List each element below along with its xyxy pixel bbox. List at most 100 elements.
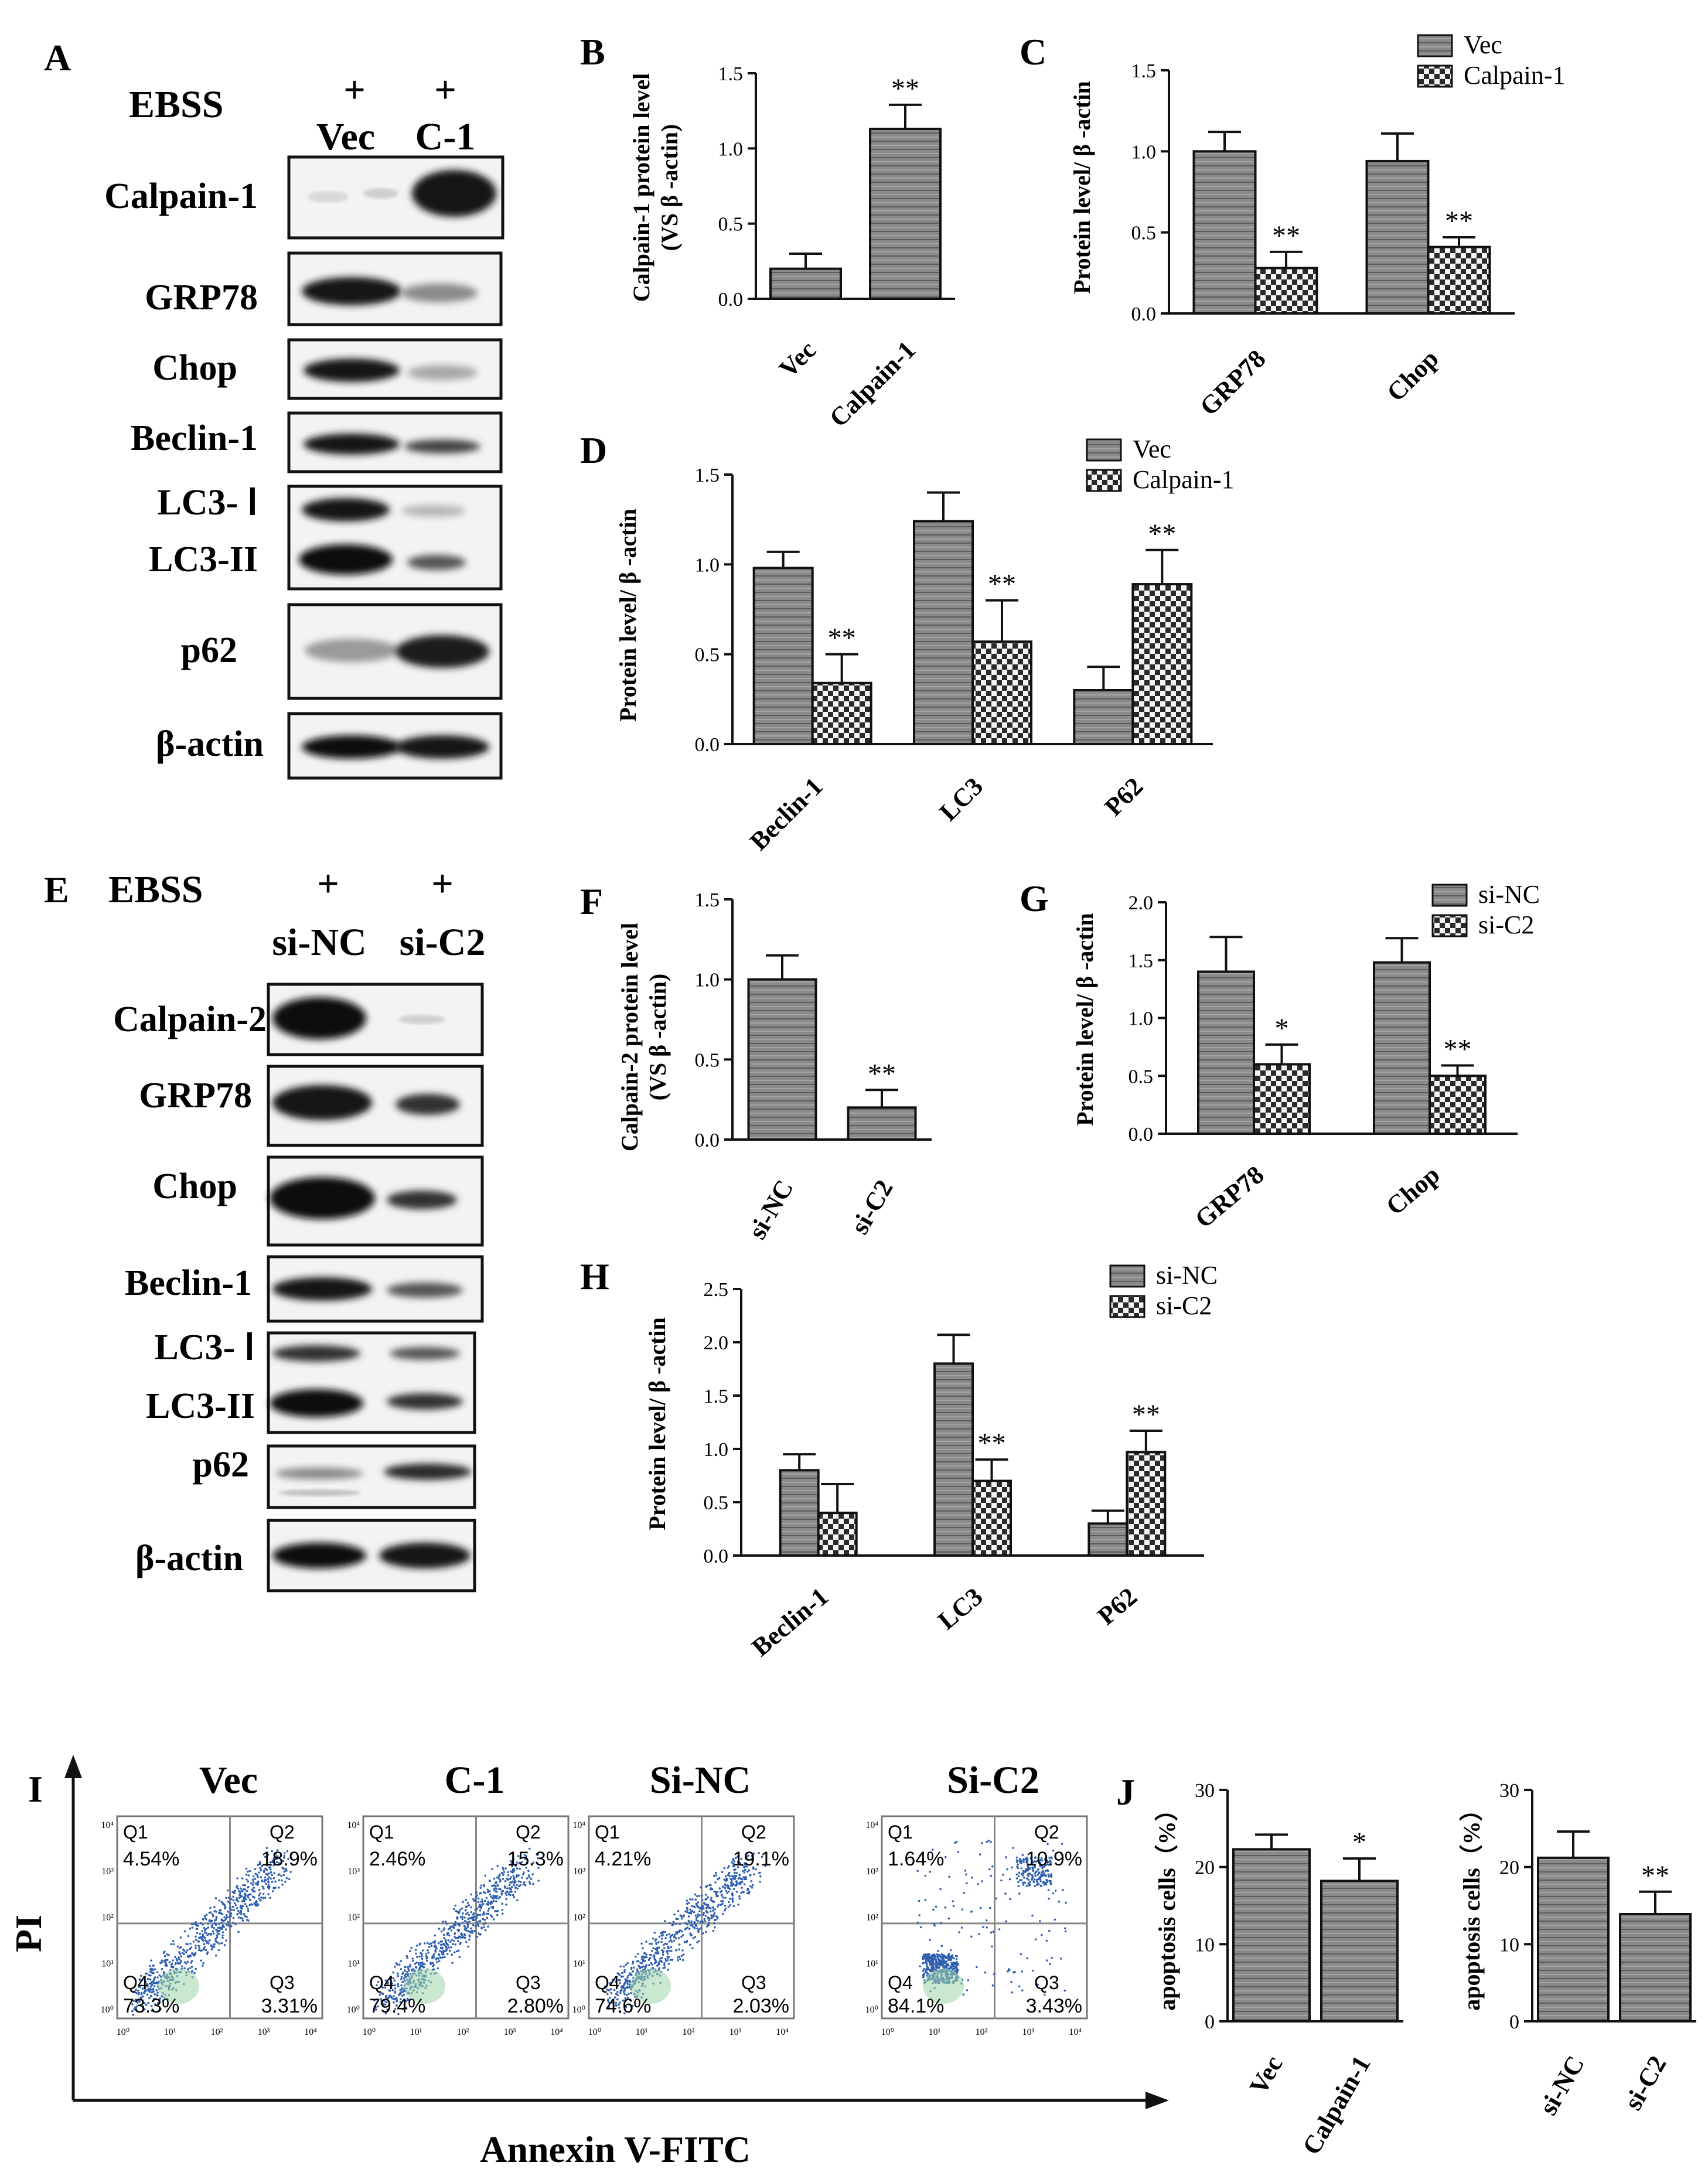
event-dot <box>1027 1882 1030 1884</box>
event-dot <box>944 1856 947 1858</box>
event-dot <box>939 1955 942 1957</box>
event-dot <box>186 1955 189 1957</box>
event-dot <box>134 1998 137 2001</box>
event-dot <box>618 1979 620 1981</box>
event-dot <box>712 1929 715 1932</box>
event-dot <box>721 1894 723 1896</box>
event-dot <box>708 1906 711 1909</box>
event-dot <box>174 1956 176 1959</box>
event-dot <box>1052 1849 1055 1852</box>
event-dot <box>486 1916 489 1919</box>
flow-plot-frame <box>588 1815 795 2020</box>
event-dot <box>265 1847 268 1849</box>
event-dot <box>410 1947 412 1949</box>
event-dot <box>688 1911 690 1914</box>
event-dot <box>479 1887 482 1889</box>
event-dot <box>613 1989 616 1991</box>
event-dot <box>1047 1873 1049 1876</box>
event-dot <box>132 2013 134 2016</box>
event-dot <box>948 1875 950 1878</box>
y-tick-label: 0 <box>1509 2011 1519 2033</box>
event-dot <box>139 1998 142 2001</box>
event-dot <box>684 1910 687 1913</box>
y-tick-label: 0.5 <box>704 1492 729 1514</box>
event-dot <box>244 1903 247 1905</box>
event-dot <box>391 1989 394 1991</box>
event-dot <box>179 1962 181 1964</box>
blot-label-calpain2: Calpain-2 <box>113 1000 267 1039</box>
event-dot <box>648 1964 650 1966</box>
event-dot <box>404 1973 407 1976</box>
event-dot <box>690 1912 693 1915</box>
event-dot <box>683 1940 686 1943</box>
event-dot <box>452 1943 454 1946</box>
event-dot <box>243 1896 245 1899</box>
event-dot <box>232 1899 235 1902</box>
event-dot <box>215 1929 217 1931</box>
significance-mark: ** <box>1445 206 1473 237</box>
event-dot <box>970 1911 973 1913</box>
event-dot <box>214 1919 217 1921</box>
event-dot <box>483 1899 486 1902</box>
event-dot <box>935 1905 937 1908</box>
event-dot <box>686 1902 688 1905</box>
event-dot <box>522 1883 525 1885</box>
event-dot <box>183 1949 186 1952</box>
event-dot <box>950 1955 953 1957</box>
event-dot <box>619 1991 622 1994</box>
event-dot <box>620 1976 623 1978</box>
event-dot <box>398 1963 401 1966</box>
bar-grp78-si-c2 <box>1253 1063 1311 1135</box>
event-dot <box>728 1865 730 1867</box>
event-dot <box>285 1869 288 1872</box>
event-dot <box>241 1905 244 1907</box>
event-dot <box>393 1998 396 2000</box>
event-dot <box>505 1898 507 1901</box>
event-dot <box>1000 1879 1003 1882</box>
event-dot <box>987 1839 990 1842</box>
event-dot <box>484 1929 487 1932</box>
y-tick-label: 10² <box>347 1913 360 1923</box>
event-dot <box>518 1862 521 1864</box>
event-dot <box>206 1953 209 1955</box>
event-dot <box>433 1945 436 1948</box>
event-dot <box>258 1861 261 1863</box>
event-dot <box>179 1953 182 1955</box>
event-dot <box>1025 1859 1028 1862</box>
event-dot <box>454 1923 457 1926</box>
event-dot <box>1050 1883 1052 1885</box>
event-dot <box>619 2001 621 2004</box>
event-dot <box>640 1962 643 1964</box>
panel-a-western-blot: A EBSS + + Vec C-1 Calpain-1 GRP78 Chop … <box>44 37 504 780</box>
event-dot <box>253 1881 255 1884</box>
event-dot <box>421 1955 423 1957</box>
event-dot <box>243 1888 245 1890</box>
event-dot <box>283 1856 285 1859</box>
event-dot <box>660 1940 663 1943</box>
event-dot <box>750 1880 753 1882</box>
event-dot <box>625 1963 627 1966</box>
event-dot <box>511 1860 514 1863</box>
event-dot <box>645 1965 647 1968</box>
event-dot <box>1045 1959 1048 1962</box>
event-dot <box>667 1947 670 1950</box>
y-tick-label: 10² <box>866 1913 878 1923</box>
event-dot <box>286 1850 289 1853</box>
event-dot <box>718 1887 721 1889</box>
event-dot <box>465 1913 468 1915</box>
event-dot <box>230 1925 233 1928</box>
event-dot <box>172 1940 175 1942</box>
event-dot <box>943 1956 946 1958</box>
event-dot <box>271 1859 274 1862</box>
event-dot <box>212 1932 215 1935</box>
event-dot <box>214 1955 217 1957</box>
event-dot <box>199 1922 202 1925</box>
event-dot <box>197 1949 200 1952</box>
event-dot <box>720 1900 722 1902</box>
event-dot <box>1045 1875 1047 1877</box>
event-dot <box>497 1875 500 1878</box>
event-dot <box>516 1884 518 1886</box>
event-dot <box>149 1970 152 1973</box>
x-tick-label: 10⁰ <box>363 2027 376 2037</box>
